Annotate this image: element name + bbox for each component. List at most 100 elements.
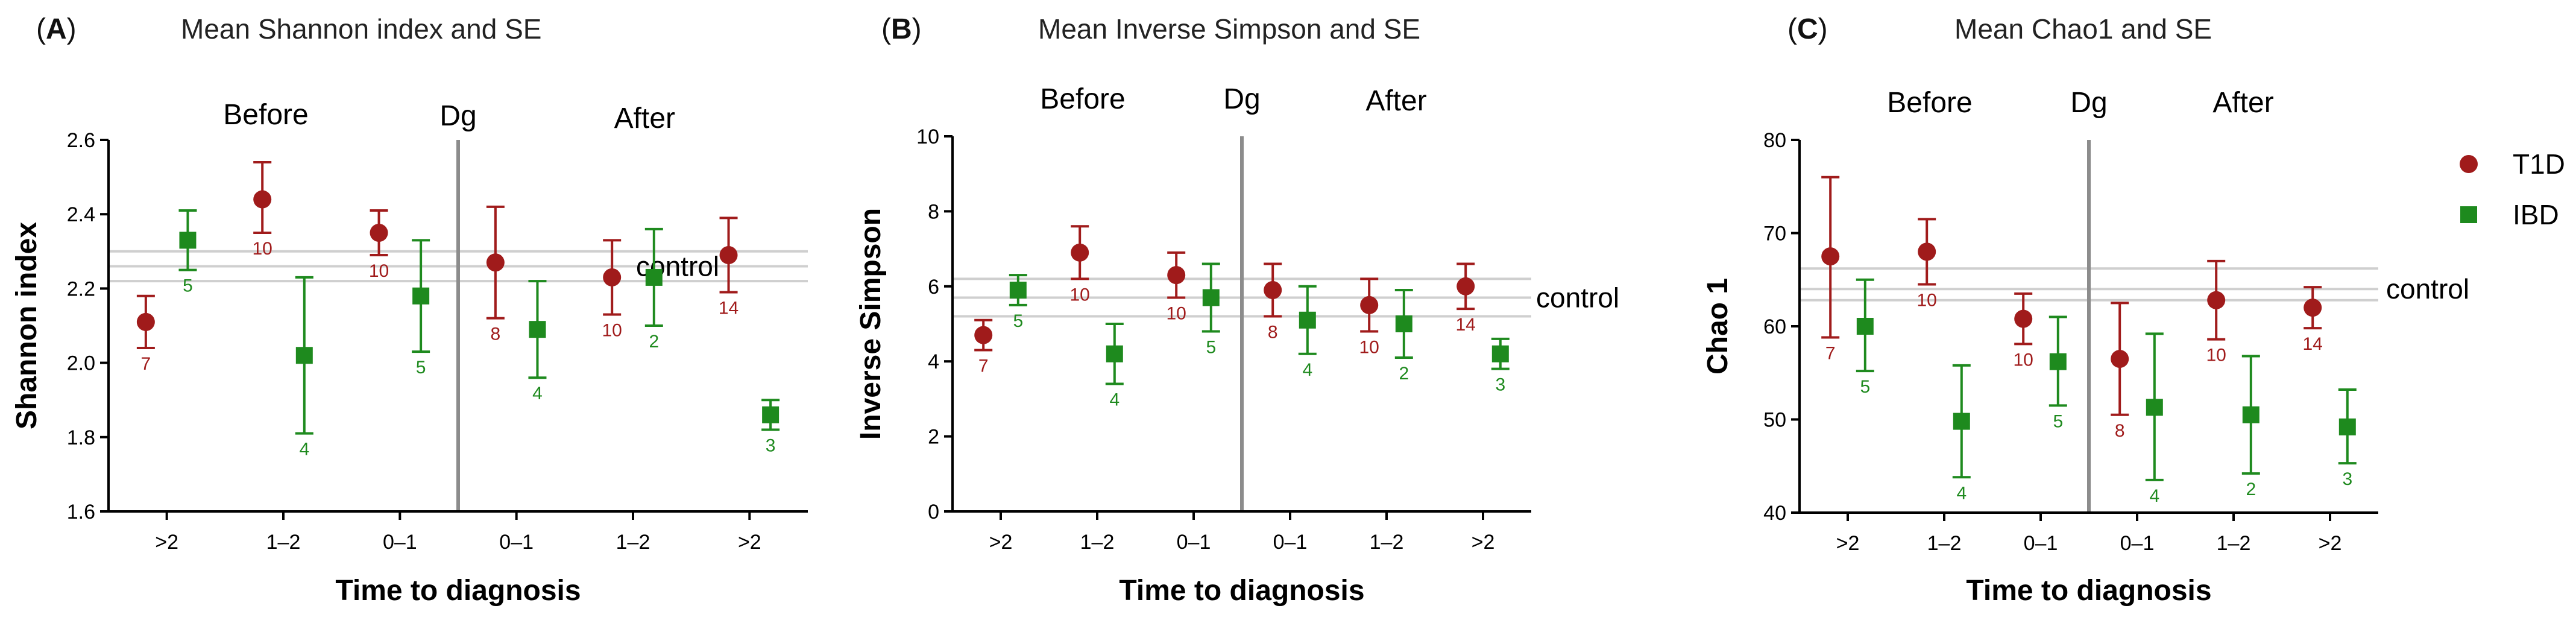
y-tick-label: 80 xyxy=(1763,129,1786,152)
control-label: control xyxy=(1536,282,1619,313)
sample-size-label: 10 xyxy=(253,239,272,259)
y-axis-label: Shannon index xyxy=(11,222,43,429)
panel-label-open: ( xyxy=(881,13,891,45)
series-ibd: 5 4 5 4 2 3 xyxy=(1009,262,1510,410)
data-point-t1d xyxy=(2111,350,2129,368)
sample-size-label: 2 xyxy=(2246,479,2256,499)
period-label-after: After xyxy=(614,103,675,134)
data-point-ibd xyxy=(645,268,663,286)
sample-size-label: 4 xyxy=(2149,486,2159,506)
sample-size-label: 4 xyxy=(299,440,309,460)
period-label-divider: Dg xyxy=(1223,83,1260,115)
x-tick-label: >2 xyxy=(1472,531,1495,554)
x-tick-label: 0–1 xyxy=(1177,531,1211,554)
sample-size-label: 8 xyxy=(2115,421,2125,441)
sample-size-label: 7 xyxy=(1825,344,1836,364)
panel-title: Mean Chao1 and SE xyxy=(1954,13,2212,45)
panel-label-letter: C xyxy=(1797,13,1818,45)
data-point-ibd xyxy=(295,347,313,364)
sample-size-label: 5 xyxy=(2053,411,2063,431)
y-tick-label: 6 xyxy=(928,276,939,299)
data-point-t1d xyxy=(1071,243,1089,262)
sample-size-label: 10 xyxy=(1917,290,1937,310)
x-tick-label: 1–2 xyxy=(616,531,650,554)
sample-size-label: 2 xyxy=(649,332,659,352)
y-axis-label: Chao 1 xyxy=(1702,278,1734,375)
y-tick-label: 8 xyxy=(928,200,939,223)
x-axis-label: Time to diagnosis xyxy=(335,575,581,607)
sample-size-label: 14 xyxy=(2303,334,2323,354)
sample-size-label: 2 xyxy=(1399,364,1409,384)
data-point-t1d xyxy=(2304,299,2322,317)
data-point-ibd xyxy=(529,321,546,338)
x-tick-label: >2 xyxy=(1836,532,1860,555)
data-point-ibd xyxy=(1856,318,1874,335)
data-point-ibd xyxy=(2049,353,2067,370)
sample-size-label: 4 xyxy=(1956,483,1967,503)
period-label-divider: Dg xyxy=(2070,87,2107,119)
data-point-ibd xyxy=(2338,418,2356,435)
y-tick-label: 2.0 xyxy=(67,352,95,375)
x-tick-label: 1–2 xyxy=(1927,532,1962,555)
sample-size-label: 10 xyxy=(602,321,622,341)
y-tick-label: 2.2 xyxy=(67,277,95,300)
data-point-ibd xyxy=(762,406,779,423)
y-tick-label: 50 xyxy=(1763,409,1786,432)
data-point-t1d xyxy=(136,312,155,331)
data-point-ibd xyxy=(1299,311,1316,329)
y-tick-label: 2.6 xyxy=(67,129,95,152)
period-label-before: Before xyxy=(223,99,308,131)
period-label-before: Before xyxy=(1040,83,1125,115)
data-point-t1d xyxy=(603,268,622,286)
series-ibd: 5 4 5 4 2 3 xyxy=(1856,278,2357,506)
data-point-ibd xyxy=(2242,406,2260,423)
panel-label-close: ) xyxy=(67,13,77,45)
y-tick-label: 4 xyxy=(928,350,939,373)
y-axis-label: Inverse Simpson xyxy=(855,208,887,440)
y-tick-label: 60 xyxy=(1763,315,1786,338)
panel-label-letter: A xyxy=(46,13,67,45)
sample-size-label: 10 xyxy=(369,261,389,281)
data-point-ibd xyxy=(1106,345,1123,362)
sample-size-label: 7 xyxy=(141,354,151,374)
period-label-after: After xyxy=(1365,85,1426,117)
data-point-ibd xyxy=(2146,399,2163,416)
data-point-t1d xyxy=(1821,247,1840,266)
sample-size-label: 4 xyxy=(1109,390,1120,410)
sample-size-label: 3 xyxy=(766,435,776,455)
panel-c: (C) Mean Chao1 and SE control Before Dg After… xyxy=(1702,13,2469,607)
sample-size-label: 3 xyxy=(2342,469,2352,489)
y-tick-label: 1.8 xyxy=(67,426,95,449)
data-point-t1d xyxy=(370,224,388,242)
data-point-t1d xyxy=(253,190,272,209)
data-point-ibd xyxy=(179,232,197,249)
y-tick-label: 0 xyxy=(928,501,939,523)
panel-label: (A) xyxy=(36,13,77,45)
data-point-ibd xyxy=(1009,282,1027,299)
data-point-t1d xyxy=(719,245,738,264)
period-label-after: After xyxy=(2212,87,2273,119)
x-tick-label: 0–1 xyxy=(499,531,534,554)
x-tick-label: 0–1 xyxy=(1273,531,1308,554)
series-t1d: 7 10 10 8 10 14 xyxy=(974,225,1476,376)
sample-size-label: 8 xyxy=(491,324,501,344)
series-t1d: 7 10 10 8 10 14 xyxy=(136,160,738,374)
panel-label-letter: B xyxy=(891,13,912,45)
x-axis-label: Time to diagnosis xyxy=(1966,575,2211,607)
sample-size-label: 5 xyxy=(183,276,193,296)
y-tick-label: 1.6 xyxy=(67,501,95,523)
legend-label-t1d: T1D xyxy=(2513,148,2565,180)
x-tick-label: 0–1 xyxy=(2024,532,2058,555)
panel-label-close: ) xyxy=(912,13,922,45)
panel-title: Mean Inverse Simpson and SE xyxy=(1038,13,1420,45)
data-point-t1d xyxy=(1918,242,1936,261)
sample-size-label: 4 xyxy=(1302,360,1312,380)
y-tick-label: 10 xyxy=(916,125,939,148)
sample-size-label: 7 xyxy=(978,356,989,376)
data-point-ibd xyxy=(1491,345,1509,362)
sample-size-label: 5 xyxy=(416,358,426,378)
sample-size-label: 10 xyxy=(2014,350,2033,370)
x-tick-label: >2 xyxy=(2319,532,2342,555)
sample-size-label: 5 xyxy=(1013,311,1023,331)
